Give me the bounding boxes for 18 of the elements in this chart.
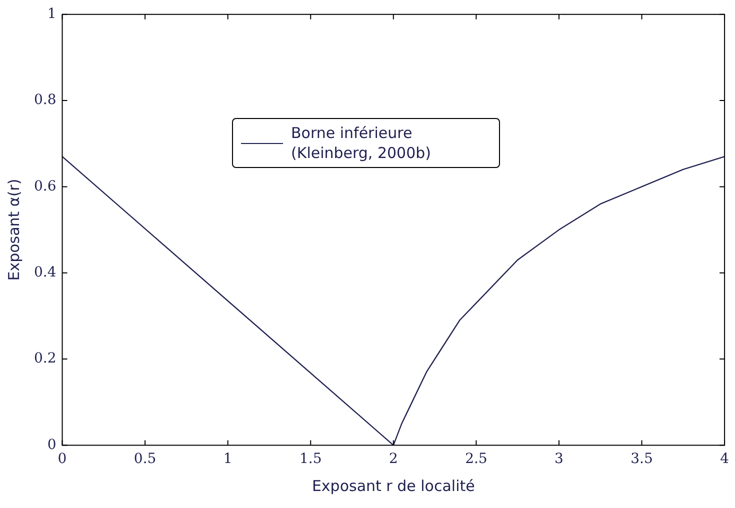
y-tick-label: 0.4 <box>34 264 56 281</box>
x-tick-label: 4 <box>720 451 730 468</box>
x-axis-title: Exposant r de localité <box>312 476 475 495</box>
x-tick-label: 3.5 <box>630 451 653 468</box>
x-tick-label: 1 <box>223 451 232 468</box>
y-tick-label: 0 <box>47 436 56 453</box>
y-axis-title: Exposant α(r) <box>4 178 23 281</box>
y-tick-label: 0.2 <box>34 350 56 367</box>
y-tick-label: 0.6 <box>34 178 56 194</box>
x-tick-label: 2.5 <box>465 451 488 468</box>
x-tick-label: 0.5 <box>134 451 156 468</box>
x-tick-label: 2 <box>388 451 398 468</box>
x-tick-label: 1.5 <box>299 451 322 468</box>
y-tick-label: 0.8 <box>34 92 56 108</box>
legend-label: Borne inférieure (Kleinberg, 2000b) <box>291 123 432 163</box>
x-tick-label: 3 <box>554 451 564 468</box>
x-tick-label: 0 <box>58 451 67 468</box>
y-tick-label: 1 <box>47 6 56 22</box>
